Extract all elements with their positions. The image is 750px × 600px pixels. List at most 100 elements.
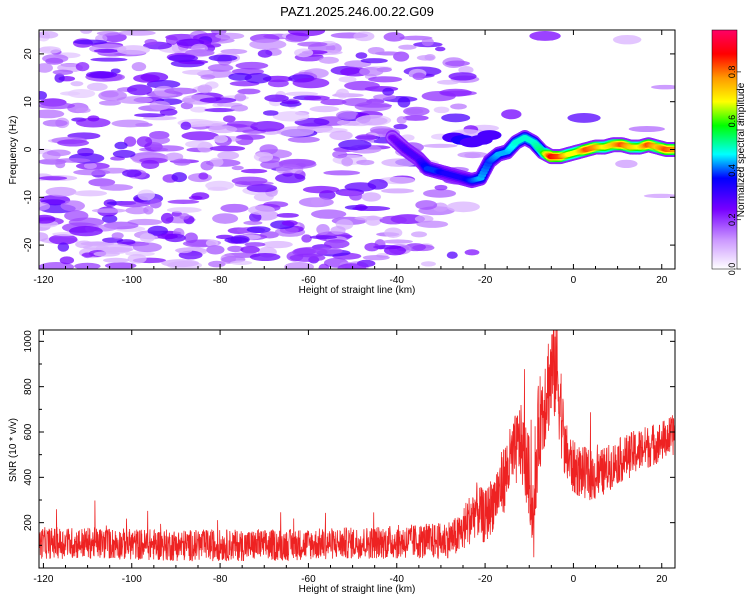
- noise-blob: [410, 231, 428, 238]
- noise-blob: [337, 119, 362, 126]
- noise-blob: [42, 119, 68, 127]
- noise-blob: [458, 66, 474, 74]
- colorbar-frame: [711, 29, 738, 270]
- noise-blob: [372, 94, 397, 100]
- noise-blob: [384, 227, 403, 238]
- noise-blob: [67, 89, 96, 99]
- noise-blob: [209, 145, 246, 152]
- snr-x-tick-label: -20: [478, 574, 493, 585]
- noise-blob: [104, 262, 137, 269]
- noise-blob: [74, 262, 101, 269]
- noise-blob: [112, 149, 136, 158]
- noise-blob: [144, 39, 158, 46]
- snr-x-tick-label: 0: [571, 574, 577, 585]
- noise-blob: [329, 130, 353, 141]
- noise-blob: [230, 260, 253, 265]
- spectrogram-y-tick-label: 0: [23, 146, 34, 152]
- noise-blob: [294, 48, 314, 58]
- noise-blob: [179, 213, 190, 220]
- noise-blob: [276, 212, 299, 218]
- noise-blob: [157, 233, 178, 240]
- noise-blob: [75, 117, 111, 128]
- noise-blob: [161, 259, 200, 268]
- noise-blob: [180, 102, 194, 110]
- noise-blob: [448, 72, 477, 81]
- noise-blob: [287, 30, 326, 37]
- noise-blob: [267, 79, 289, 88]
- noise-blob: [289, 253, 326, 262]
- snr-y-tick-label: 600: [23, 423, 34, 440]
- secondary-track-blob: [477, 130, 502, 141]
- colorbar-tick-label: 0.6: [727, 115, 737, 128]
- noise-blob: [446, 251, 458, 259]
- noise-blob: [208, 54, 238, 62]
- noise-blob: [367, 179, 388, 190]
- snr-panel: -120 -100 -80 -60 -40 -20 0 20 200 400 600 800 1000…: [8, 329, 676, 595]
- noise-blob: [246, 226, 271, 233]
- colorbar-tick-label: 0.0: [727, 263, 737, 276]
- noise-blob: [276, 126, 315, 137]
- noise-blob: [80, 30, 93, 34]
- noise-blob: [149, 100, 171, 111]
- noise-blob: [212, 213, 239, 224]
- noise-blob: [230, 104, 249, 112]
- noise-blob: [235, 134, 266, 140]
- noise-blob: [116, 200, 151, 208]
- noise-blob: [398, 44, 417, 50]
- noise-blob: [285, 91, 319, 97]
- noise-blob: [320, 98, 347, 106]
- noise-blob: [143, 205, 154, 215]
- noise-blob: [234, 93, 247, 102]
- noise-blob: [127, 253, 147, 264]
- snr-x-tick-label: -120: [33, 574, 53, 585]
- spectrogram-y-tick-label: 20: [23, 48, 34, 60]
- noise-blob: [339, 190, 362, 196]
- noise-blob: [57, 139, 90, 147]
- noise-blob: [464, 249, 480, 256]
- noise-blob: [197, 84, 213, 94]
- noise-blob: [190, 106, 209, 113]
- noise-blob: [199, 97, 237, 104]
- snr-x-tick-label: -60: [301, 574, 316, 585]
- noise-blob: [337, 263, 367, 269]
- noise-blob: [383, 245, 406, 256]
- noise-blob: [356, 159, 375, 166]
- noise-blob: [118, 30, 156, 36]
- noise-blob: [184, 232, 198, 244]
- noise-blob: [137, 189, 155, 201]
- noise-blob: [185, 140, 210, 148]
- noise-blob: [332, 150, 348, 159]
- noise-blob: [433, 106, 450, 114]
- noise-blob: [39, 31, 59, 39]
- noise-blob: [39, 63, 53, 73]
- noise-blob: [612, 34, 642, 45]
- noise-blob: [46, 149, 71, 157]
- noise-blob: [132, 242, 162, 253]
- noise-blob: [181, 69, 214, 75]
- noise-blob: [207, 186, 229, 192]
- noise-blob: [628, 125, 666, 133]
- noise-blob: [91, 208, 127, 213]
- noise-blob: [231, 165, 244, 171]
- noise-blob: [101, 214, 118, 224]
- noise-blob: [98, 90, 127, 102]
- colorbar-tick-label: 0.2: [727, 213, 737, 226]
- noise-blob: [423, 189, 457, 198]
- noise-blob: [205, 239, 219, 247]
- noise-blob: [262, 240, 293, 249]
- spectrogram-x-tick-label: 0: [571, 275, 577, 286]
- noise-blob: [134, 113, 166, 118]
- noise-blob: [147, 225, 168, 237]
- colorbar-fill: [712, 30, 737, 269]
- noise-blob: [250, 121, 285, 132]
- snr-y-tick-label: 1000: [23, 330, 34, 353]
- snr-x-axis: -120 -100 -80 -60 -40 -20 0 20: [33, 330, 668, 585]
- noise-blob: [436, 79, 460, 85]
- noise-blob: [397, 96, 411, 108]
- noise-blob: [311, 209, 347, 219]
- spectrogram-y-tick-label: -10: [23, 190, 34, 205]
- noise-blob: [208, 260, 226, 268]
- noise-blob: [146, 79, 181, 89]
- noise-blob: [302, 185, 340, 194]
